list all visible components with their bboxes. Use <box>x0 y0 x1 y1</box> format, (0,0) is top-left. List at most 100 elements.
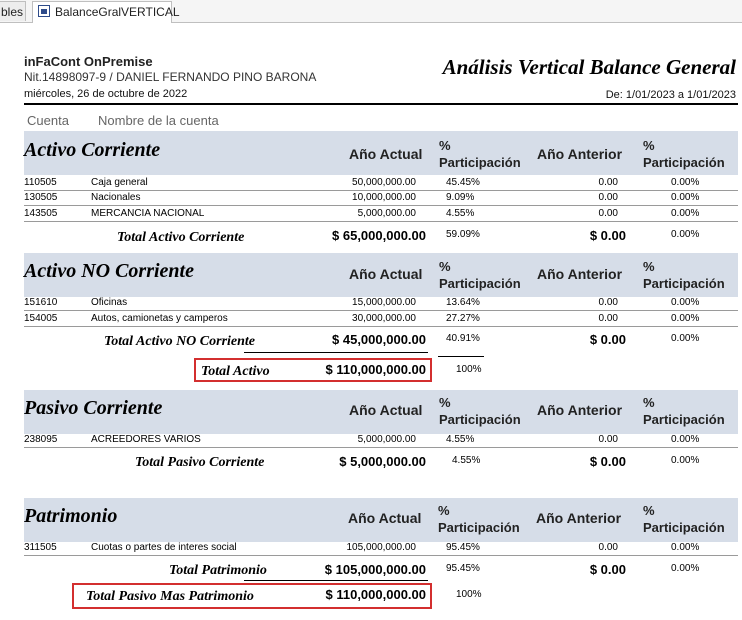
tab-previous[interactable]: bles <box>0 1 26 21</box>
row-actual: 50,000,000.00 <box>352 177 416 188</box>
row-code: 238095 <box>24 434 58 445</box>
company-nit: Nit.14898097-9 / DANIEL FERNANDO PINO BA… <box>24 70 317 84</box>
row-divider <box>24 310 738 311</box>
header-ano-actual: Año Actual <box>349 266 423 282</box>
row-code: 110505 <box>24 177 57 188</box>
row-name: Oficinas <box>91 297 128 308</box>
total-label: Total Patrimonio <box>169 563 267 578</box>
row-anterior: 0.00 <box>598 313 618 324</box>
header-participacion: % Participación <box>439 138 521 170</box>
total-pct: 4.55% <box>452 455 481 466</box>
total-rule <box>244 580 428 581</box>
total-pct-anterior: 0.00% <box>671 455 700 466</box>
total-pasivo-patrimonio-label: Total Pasivo Mas Patrimonio <box>86 589 254 604</box>
row-name: ACREEDORES VARIOS <box>91 434 201 445</box>
total-pct: 59.09% <box>446 229 480 240</box>
total-pct: 40.91% <box>446 333 480 344</box>
row-divider <box>24 190 738 191</box>
header-participacion-anterior: % Participación <box>643 395 725 427</box>
section-title: Pasivo Corriente <box>24 397 163 419</box>
row-actual: 5,000,000.00 <box>357 208 416 219</box>
row-divider <box>24 555 738 556</box>
tab-label: BalanceGralVERTICAL <box>55 5 180 19</box>
header-participacion: % Participación <box>439 259 521 291</box>
header-ano-actual: Año Actual <box>348 510 422 526</box>
row-code: 130505 <box>24 192 58 203</box>
total-pct-anterior: 0.00% <box>671 333 700 344</box>
total-pasivo-patrimonio-highlight <box>72 583 432 609</box>
section-band <box>24 131 738 175</box>
row-name: MERCANCIA NACIONAL <box>91 208 205 219</box>
row-anterior: 0.00 <box>598 177 618 188</box>
total-label: Total Activo NO Corriente <box>104 334 256 349</box>
row-pct: 9.09% <box>446 192 475 203</box>
header-participacion-anterior: % Participación <box>643 503 725 535</box>
total-actual: $ 5,000,000.00 <box>339 454 426 469</box>
row-divider <box>24 326 738 327</box>
company-name: inFaCont OnPremise <box>24 54 153 69</box>
row-code: 311505 <box>24 542 57 553</box>
section-title: Activo Corriente <box>24 139 161 161</box>
total-activo-label: Total Activo <box>201 364 270 379</box>
total-anterior: $ 0.00 <box>589 228 626 243</box>
row-pct-anterior: 0.00% <box>671 542 700 553</box>
date-range: De: 1/01/2023 a 1/01/2023 <box>605 89 736 101</box>
row-actual: 105,000,000.00 <box>346 542 416 553</box>
total-pct-anterior: 0.00% <box>671 229 700 240</box>
row-pct: 13.64% <box>446 297 480 308</box>
row-anterior: 0.00 <box>598 434 618 445</box>
row-anterior: 0.00 <box>598 542 618 553</box>
header-ano-actual: Año Actual <box>349 146 423 162</box>
total-actual: $ 65,000,000.00 <box>332 228 426 243</box>
header-participacion: % Participación <box>438 503 520 535</box>
header-ano-anterior: Año Anterior <box>536 510 622 526</box>
section-band <box>24 390 738 434</box>
row-actual: 30,000,000.00 <box>352 313 416 324</box>
row-pct: 95.45% <box>446 542 480 553</box>
section-title: Activo NO Corriente <box>24 260 194 282</box>
total-activo-pct: 100% <box>456 364 482 375</box>
header-participacion-anterior: % Participación <box>643 138 725 170</box>
row-divider <box>24 205 738 206</box>
total-label: Total Pasivo Corriente <box>135 455 265 470</box>
total-rule <box>244 352 428 353</box>
row-code: 151610 <box>24 297 58 308</box>
header-ano-anterior: Año Anterior <box>537 266 623 282</box>
header-ano-anterior: Año Anterior <box>537 146 623 162</box>
row-pct-anterior: 0.00% <box>671 297 700 308</box>
row-anterior: 0.00 <box>598 192 618 203</box>
total-pct-anterior: 0.00% <box>671 563 700 574</box>
row-actual: 10,000,000.00 <box>352 192 416 203</box>
row-pct: 4.55% <box>446 434 475 445</box>
tab-strip: bles BalanceGralVERTICAL <box>0 0 742 23</box>
section-band <box>24 498 738 542</box>
report-title: Análisis Vertical Balance General <box>442 55 736 79</box>
row-name: Cuotas o partes de interes social <box>91 542 237 553</box>
report-date: miércoles, 26 de octubre de 2022 <box>24 88 188 100</box>
total-rule <box>438 356 484 357</box>
section-title: Patrimonio <box>24 505 118 527</box>
row-pct-anterior: 0.00% <box>671 192 700 203</box>
row-name: Autos, camionetas y camperos <box>91 313 228 324</box>
report-icon <box>38 5 50 17</box>
row-pct-anterior: 0.00% <box>671 177 700 188</box>
header-ano-actual: Año Actual <box>349 402 423 418</box>
row-pct: 27.27% <box>446 313 480 324</box>
header-ano-anterior: Año Anterior <box>537 402 623 418</box>
header-participacion: % Participación <box>439 395 521 427</box>
header-rule <box>24 103 738 105</box>
row-pct-anterior: 0.00% <box>671 208 700 219</box>
total-actual: $ 45,000,000.00 <box>332 332 426 347</box>
row-code: 154005 <box>24 313 58 324</box>
row-pct: 45.45% <box>446 177 480 188</box>
row-divider <box>24 447 738 448</box>
row-pct-anterior: 0.00% <box>671 434 700 445</box>
row-actual: 15,000,000.00 <box>352 297 416 308</box>
section-band <box>24 253 738 297</box>
row-actual: 5,000,000.00 <box>357 434 416 445</box>
total-activo-highlight <box>194 358 432 382</box>
total-anterior: $ 0.00 <box>589 454 626 469</box>
row-code: 143505 <box>24 208 58 219</box>
tab-balance-vertical[interactable]: BalanceGralVERTICAL <box>32 1 180 23</box>
column-cuenta: Cuenta <box>27 113 69 128</box>
